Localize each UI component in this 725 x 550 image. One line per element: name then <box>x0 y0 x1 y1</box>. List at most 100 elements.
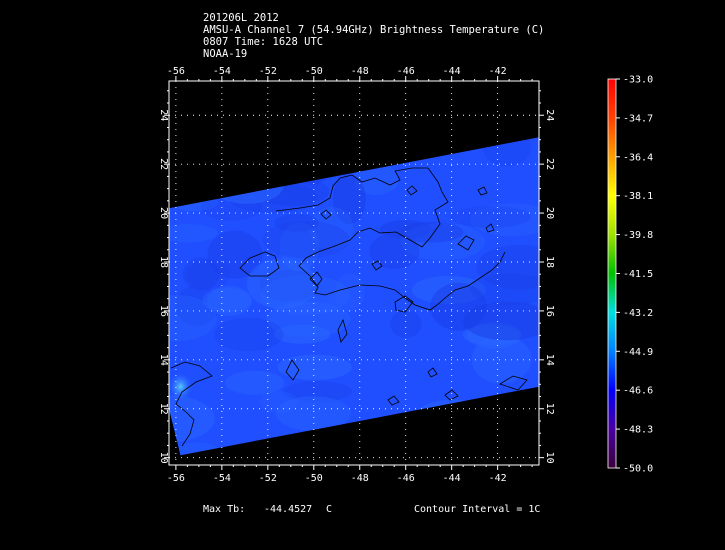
contour-lines <box>170 167 528 447</box>
contour-interval: Contour Interval = 1C <box>414 504 540 515</box>
colorbar-label: -46.6 <box>623 386 653 397</box>
contour-south-6 <box>387 395 400 406</box>
warm-spot <box>169 372 193 401</box>
field-patch <box>182 257 220 291</box>
field-patch <box>430 282 487 331</box>
colorbar <box>608 79 616 468</box>
axis-ticks <box>164 76 544 470</box>
field-patch <box>334 273 365 312</box>
header-line-1: 201206L 2012 <box>203 12 279 24</box>
field-patch <box>186 259 230 290</box>
colorbar-label: -36.4 <box>623 152 653 163</box>
field-patch <box>332 141 386 164</box>
field-patch <box>169 295 217 342</box>
field-patch <box>169 395 215 443</box>
field-patch <box>175 137 230 177</box>
contour-south-1 <box>285 359 300 381</box>
field-patch <box>224 370 285 395</box>
x-tick-label-bottom: -50 <box>305 473 323 484</box>
y-tick-label-right: 22 <box>544 158 555 170</box>
grid-lines <box>169 81 539 465</box>
field-patch <box>400 223 485 261</box>
contour-spur <box>337 318 348 343</box>
x-tick-label-bottom: -44 <box>443 473 461 484</box>
field-patch <box>390 310 422 338</box>
y-tick-label-right: 10 <box>544 452 555 464</box>
contour-small-3 <box>406 185 418 196</box>
max-tb-unit: C <box>326 504 332 515</box>
field-patch <box>276 396 351 432</box>
header-line-2: AMSU-A Channel 7 (54.94GHz) Brightness T… <box>203 24 544 36</box>
x-tick-label-top: -52 <box>259 66 277 77</box>
colorbar-label: -34.7 <box>623 113 653 124</box>
x-tick-label-top: -56 <box>167 66 185 77</box>
field-patch <box>482 137 532 167</box>
x-tick-label-bottom: -54 <box>213 473 231 484</box>
y-tick-label-left: 22 <box>158 158 169 170</box>
colorbar-labels: -33.0 -34.7 -36.4 -38.1 -39.8 -41.5 -43.2 -44.9… <box>616 75 653 475</box>
field-patch <box>247 137 287 170</box>
field-patch <box>292 154 331 185</box>
y-tick-label-left: 18 <box>158 256 169 268</box>
field-patch <box>213 317 284 352</box>
x-tick-label-top: -46 <box>397 66 415 77</box>
field-patch <box>450 205 531 228</box>
field-patch <box>210 166 284 204</box>
field-patch <box>499 416 539 451</box>
colorbar-label: -44.9 <box>623 347 653 358</box>
y-tick-label-left: 12 <box>158 403 169 415</box>
header-line-4: NOAA-19 <box>203 48 247 60</box>
field-patch <box>206 285 252 317</box>
field-patch <box>470 273 539 306</box>
contour-small-1 <box>371 260 383 271</box>
field-patch <box>246 258 317 310</box>
contour-south-5 <box>427 367 438 378</box>
x-tick-label-top: -48 <box>351 66 369 77</box>
y-tick-label-right: 14 <box>544 354 555 366</box>
field-patch <box>379 220 432 239</box>
contour-south-4 <box>444 389 459 401</box>
y-tick-label-left: 10 <box>158 452 169 464</box>
field-patch <box>202 287 252 313</box>
field-patch <box>262 220 350 259</box>
y-tick-label-right: 12 <box>544 403 555 415</box>
x-tick-label-bottom: -56 <box>167 473 185 484</box>
y-tick-label-left: 24 <box>158 109 169 121</box>
contour-north-ridge <box>275 167 506 311</box>
field-patch <box>411 275 486 305</box>
y-tick-label-right: 18 <box>544 256 555 268</box>
x-tick-label-top: -54 <box>213 66 231 77</box>
contour-mid-loop <box>309 271 323 287</box>
x-tick-label-bottom: -48 <box>351 473 369 484</box>
field-patch <box>470 203 539 237</box>
contour-southwest <box>170 361 213 447</box>
field-patch <box>207 230 263 279</box>
plot-area <box>169 81 539 465</box>
contour-small-2 <box>320 209 332 220</box>
field-patch <box>476 244 539 290</box>
y-tick-label-right: 24 <box>544 109 555 121</box>
field-patch <box>274 213 319 232</box>
colorbar-label: -33.0 <box>623 75 653 86</box>
colorbar-label: -50.0 <box>623 464 653 475</box>
y-tick-label-right: 16 <box>544 305 555 317</box>
field-patch <box>169 224 218 243</box>
colorbar-label: -41.5 <box>623 269 653 280</box>
y-tick-label-left: 14 <box>158 354 169 366</box>
y-tick-label-left: 20 <box>158 207 169 219</box>
field-patch <box>259 390 298 413</box>
field-patch <box>332 174 366 225</box>
field-patch <box>169 144 217 178</box>
field-patch <box>369 233 420 270</box>
x-tick-label-bottom: -42 <box>489 473 507 484</box>
colorbar-label: -39.8 <box>623 230 653 241</box>
contour-east-loop <box>457 235 475 251</box>
field-patch <box>273 324 331 344</box>
max-tb-value: -44.4527 <box>264 504 312 515</box>
field-patch <box>471 335 532 384</box>
contour-small-4 <box>477 186 488 196</box>
contour-small-5 <box>485 223 495 233</box>
field-patch <box>277 354 352 381</box>
plot-frame <box>168 80 540 466</box>
y-tick-label-left: 16 <box>158 305 169 317</box>
